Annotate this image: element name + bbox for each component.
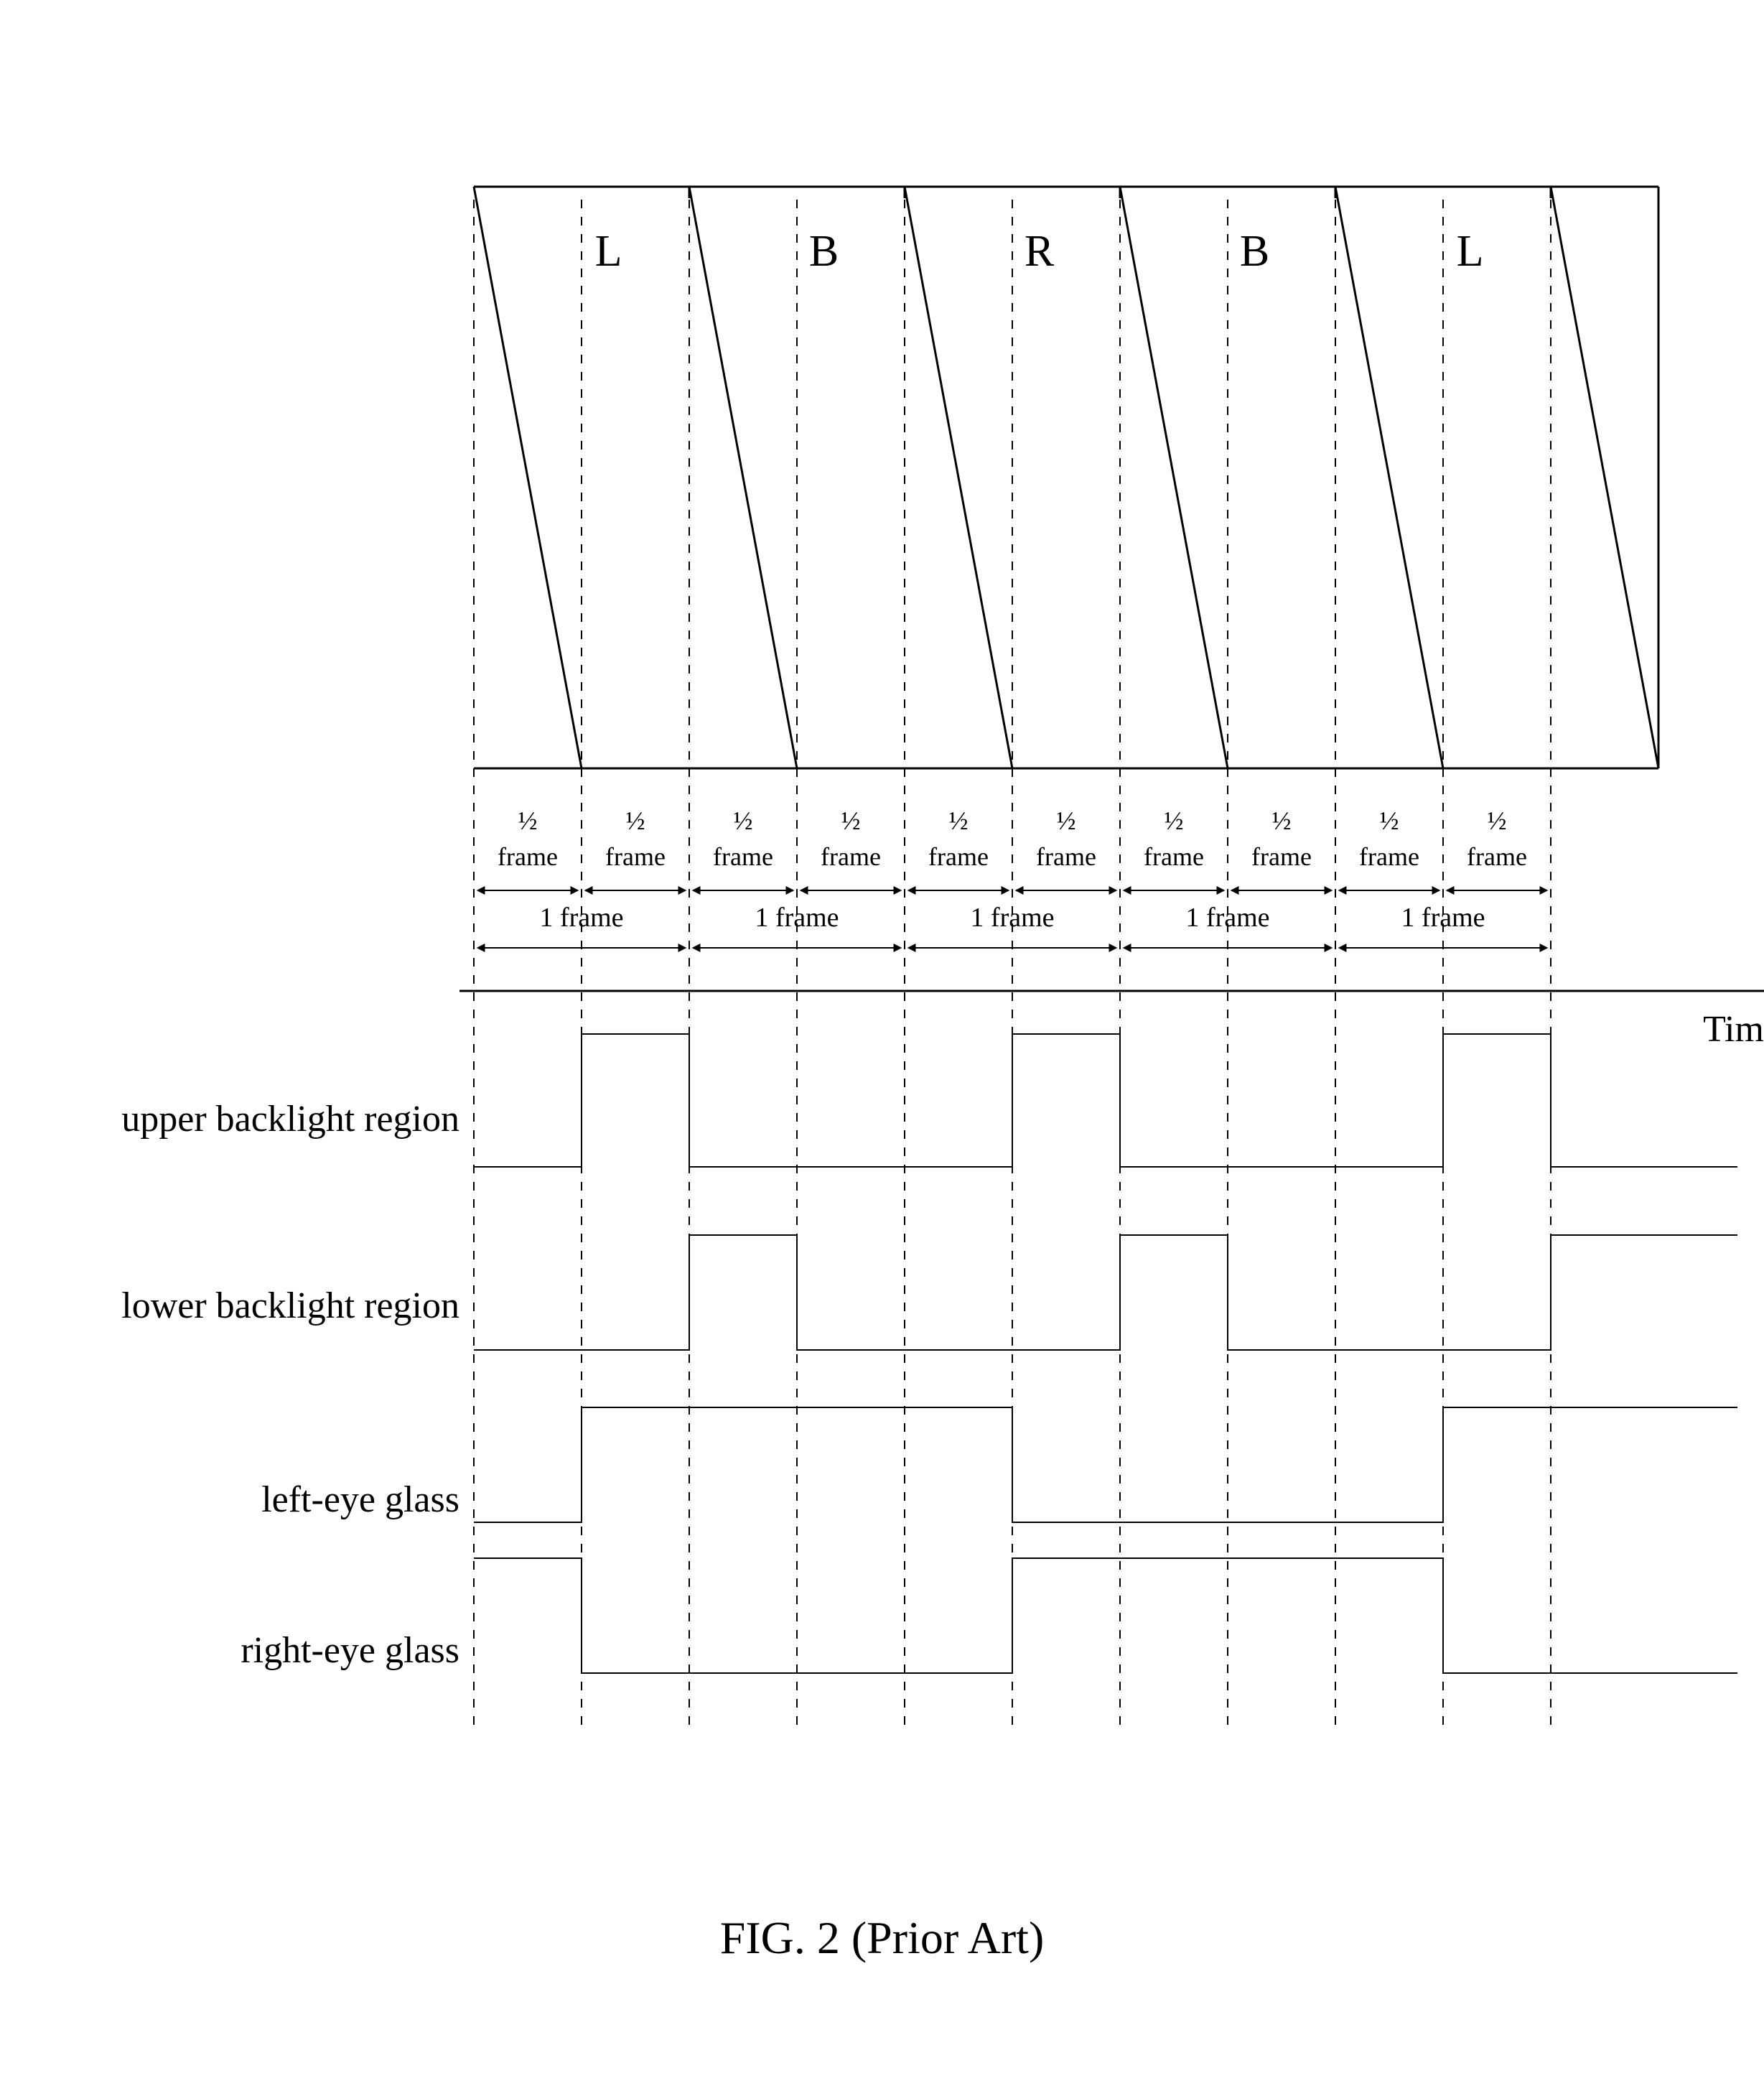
half-label-bottom: frame <box>821 842 881 871</box>
scan-diagonal <box>1551 187 1658 768</box>
signal-waveform <box>474 1235 1737 1350</box>
one-frame-label: 1 frame <box>1185 903 1269 933</box>
half-label-bottom: frame <box>1251 842 1312 871</box>
half-label-bottom: frame <box>1359 842 1419 871</box>
frame-letter: L <box>595 227 622 276</box>
half-label-bottom: frame <box>713 842 773 871</box>
one-frame-label: 1 frame <box>1401 903 1485 933</box>
one-frame-label: 1 frame <box>539 903 623 933</box>
half-label-bottom: frame <box>928 842 989 871</box>
signal-waveform <box>474 1407 1737 1522</box>
half-label-top: ½ <box>841 806 861 835</box>
frame-letter: R <box>1025 227 1055 276</box>
frame-letter: B <box>1240 227 1269 276</box>
half-label-bottom: frame <box>1036 842 1096 871</box>
half-label-top: ½ <box>949 806 969 835</box>
signal-label: upper backlight region <box>121 1099 459 1140</box>
half-label-top: ½ <box>1272 806 1292 835</box>
half-label-bottom: frame <box>1144 842 1204 871</box>
signal-label: left-eye glass <box>261 1479 459 1520</box>
signal-label: lower backlight region <box>121 1285 459 1326</box>
half-label-bottom: frame <box>498 842 558 871</box>
scan-diagonal <box>905 187 1012 768</box>
signal-label: right-eye glass <box>241 1630 459 1671</box>
scan-diagonal <box>1335 187 1443 768</box>
half-label-top: ½ <box>1380 806 1399 835</box>
half-label-bottom: frame <box>1467 842 1527 871</box>
half-label-top: ½ <box>1488 806 1507 835</box>
signal-waveform <box>474 1558 1737 1673</box>
scan-diagonal <box>474 187 582 768</box>
frame-letter: B <box>809 227 839 276</box>
half-label-top: ½ <box>626 806 645 835</box>
scan-diagonal <box>1120 187 1228 768</box>
one-frame-label: 1 frame <box>970 903 1054 933</box>
half-label-top: ½ <box>518 806 538 835</box>
half-label-top: ½ <box>734 806 753 835</box>
time-axis-label: Time <box>1703 1009 1764 1050</box>
half-label-bottom: frame <box>605 842 666 871</box>
frame-letter: L <box>1457 227 1484 276</box>
half-label-top: ½ <box>1165 806 1184 835</box>
one-frame-label: 1 frame <box>755 903 839 933</box>
scan-diagonal <box>689 187 797 768</box>
half-label-top: ½ <box>1057 806 1076 835</box>
figure-caption: FIG. 2 (Prior Art) <box>720 1912 1045 1963</box>
signal-waveform <box>474 1034 1737 1167</box>
